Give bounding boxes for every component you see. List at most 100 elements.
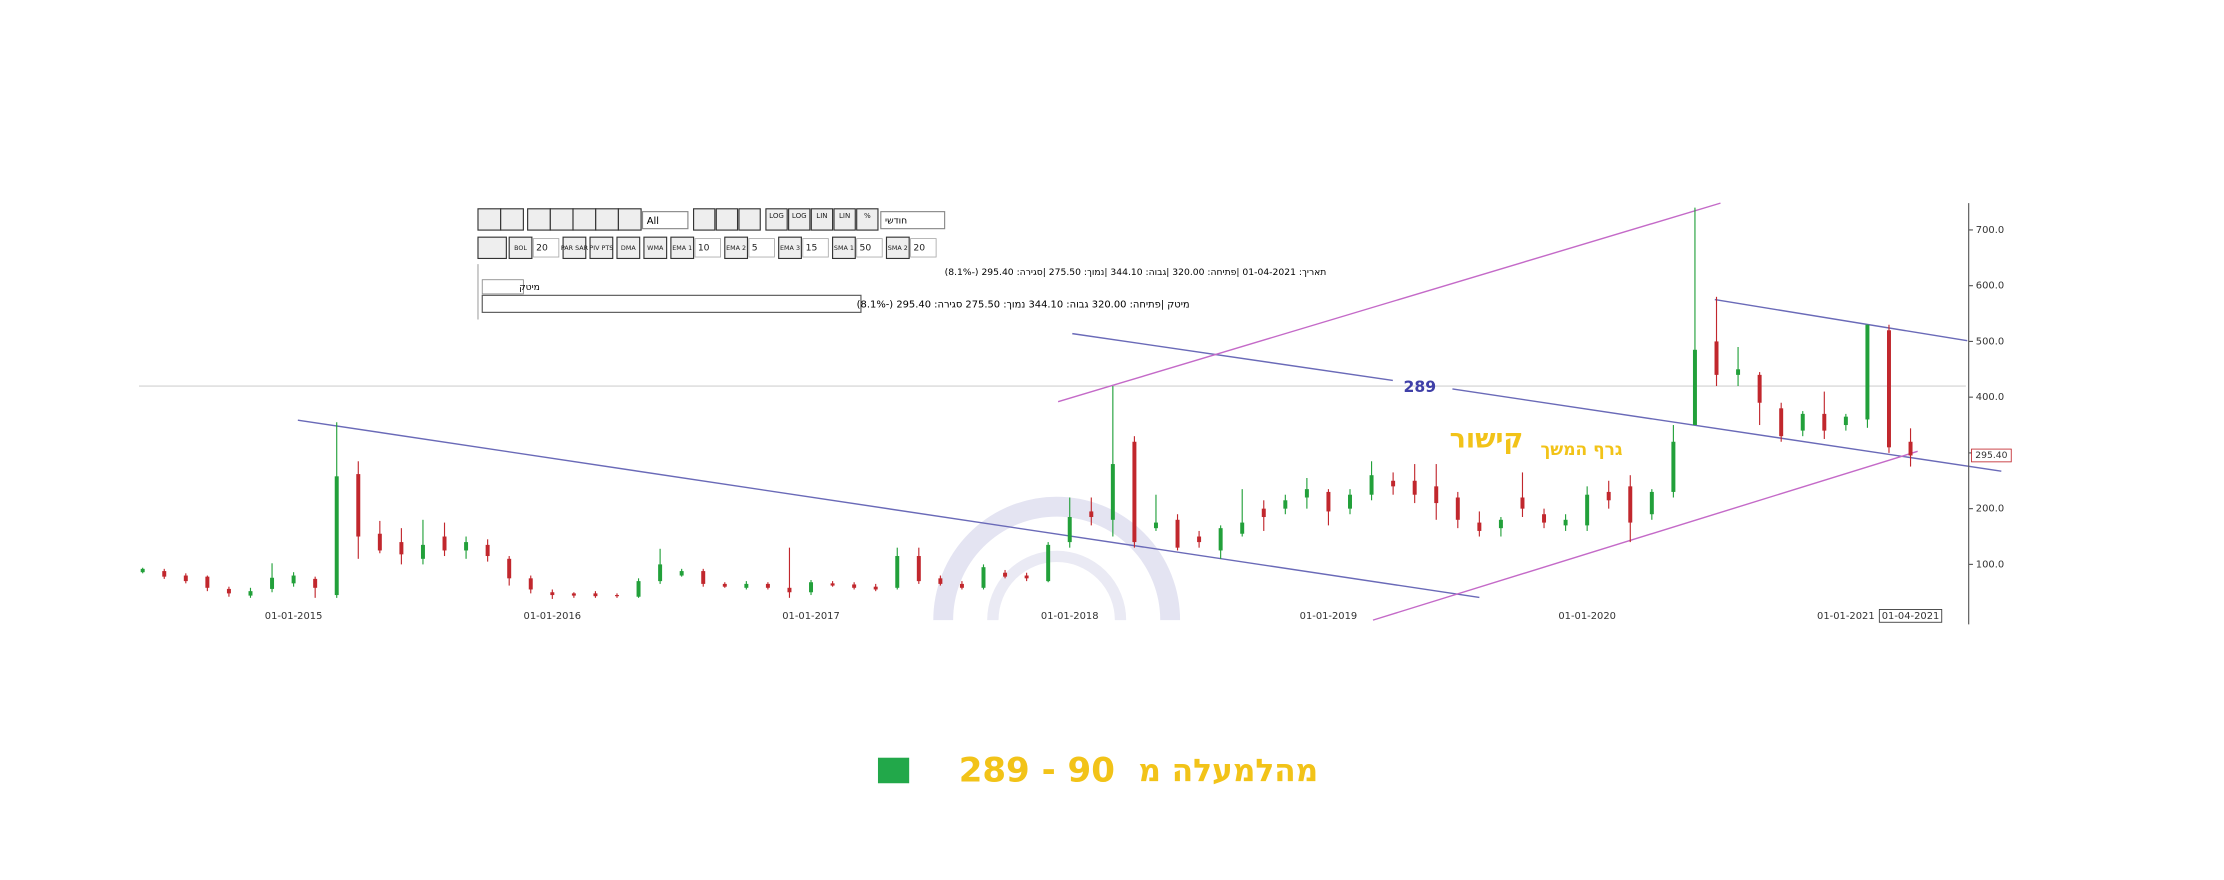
indicator-input[interactable] (694, 238, 721, 258)
candle-body (205, 576, 210, 588)
tool-button[interactable] (572, 208, 597, 231)
range-select[interactable] (641, 211, 689, 230)
y-tick-label: 400.0 (1976, 392, 2004, 403)
indicator-input[interactable] (532, 238, 560, 258)
candle-body (420, 544, 425, 559)
candle-body (1003, 572, 1008, 577)
candle-body (377, 533, 382, 551)
scale-button[interactable] (833, 208, 856, 231)
candle-body (1908, 441, 1913, 456)
indicator-name: PIV PTS (589, 244, 613, 252)
candle-body (183, 575, 188, 582)
indicator-button[interactable] (724, 236, 749, 260)
candle-body (916, 556, 921, 582)
x-tick-label: 01-01-2018 (1041, 611, 1099, 622)
indicator-button[interactable] (670, 236, 695, 260)
candle-body (1197, 536, 1202, 543)
candle-body (140, 568, 145, 573)
indicator-value: 5 (752, 242, 758, 253)
candle-body (852, 584, 857, 588)
indicator-button[interactable] (616, 236, 641, 260)
indicator-button[interactable] (778, 236, 802, 260)
trend-line (1372, 450, 1918, 621)
tool-button[interactable] (500, 208, 524, 231)
indicator-input[interactable] (802, 238, 829, 258)
candle-body (356, 474, 361, 537)
trend-line (1072, 332, 1393, 382)
candle-body (248, 591, 253, 596)
y-tick-label: 600.0 (1976, 281, 2004, 292)
tool-button[interactable] (549, 208, 574, 231)
candle-body (334, 476, 339, 596)
trend-lines (297, 202, 2002, 621)
scale-button[interactable] (856, 208, 879, 231)
candle-body (1671, 441, 1676, 492)
candle-body (679, 571, 684, 576)
tool-button[interactable] (477, 208, 502, 231)
interval-select[interactable] (880, 211, 946, 230)
candle-body (528, 578, 533, 590)
candle-body (1477, 522, 1482, 531)
indicator-name: PAR SAR (561, 244, 589, 252)
candle-body (873, 586, 878, 590)
tool-button[interactable] (527, 208, 551, 231)
date-tag-box (1878, 609, 1943, 623)
chart-type-button[interactable] (693, 208, 716, 231)
candle-body (1326, 491, 1331, 512)
legend-entry: מיטק (519, 282, 540, 293)
indicator-name: BOL (514, 244, 527, 252)
candle-body (1067, 517, 1072, 543)
indicator-name: SMA 1 (834, 244, 854, 252)
candle-body (1692, 349, 1697, 426)
indicator-button[interactable] (589, 236, 614, 260)
trend-line (1452, 388, 2002, 472)
candle-body (1391, 480, 1396, 487)
watermark (987, 550, 1127, 621)
candle-body (291, 575, 296, 584)
indicator-input[interactable] (856, 238, 883, 258)
indicator-button[interactable] (885, 236, 910, 260)
indicator-value: 10 (698, 242, 710, 253)
x-tick-label: 01-01-2017 (782, 611, 840, 622)
trend-line (1714, 298, 1968, 342)
price-tag: 295.40 (1975, 450, 2007, 461)
indicator-button[interactable] (508, 236, 533, 260)
y-tick-label: 500.0 (1976, 336, 2004, 347)
indicator-button[interactable] (643, 236, 668, 260)
candle-body (593, 593, 598, 597)
watermark (933, 496, 1181, 621)
candle-body (895, 556, 900, 588)
indicator-input[interactable] (748, 238, 775, 258)
candle-body (464, 542, 469, 551)
tool-button[interactable] (477, 236, 507, 260)
chart-type-button[interactable] (738, 208, 761, 231)
price-tag-box (1971, 448, 2012, 463)
candle-body (1649, 491, 1654, 515)
info-line: תאריך: 01-04-2021 |פתיחה: 320.00 |גבוה: … (945, 267, 1327, 278)
scale-button[interactable] (765, 208, 788, 231)
candle-body (1240, 522, 1245, 534)
continue-label: גרף המשך (1540, 440, 1622, 460)
candle-body (636, 581, 641, 597)
candle-body (1024, 575, 1029, 579)
indicator-value: 15 (806, 242, 818, 253)
candle-body (1843, 416, 1848, 426)
scale-button[interactable] (788, 208, 811, 231)
tool-button[interactable] (595, 208, 619, 231)
candle-body (1520, 497, 1525, 509)
scale-button[interactable] (810, 208, 834, 231)
date-tag: 01-04-2021 (1882, 611, 1940, 622)
indicator-input[interactable] (910, 238, 937, 258)
candle-body (1542, 514, 1547, 523)
chart-type-button[interactable] (715, 208, 739, 231)
candle-body (809, 582, 814, 593)
candle-body (1412, 480, 1417, 495)
tool-button[interactable] (617, 208, 642, 231)
indicator-button[interactable] (562, 236, 587, 260)
link-label: קישור (1450, 423, 1524, 454)
scale-button-label: LIN (816, 211, 827, 220)
x-tick-label: 01-01-2021 (1817, 611, 1875, 622)
indicator-button[interactable] (832, 236, 856, 260)
candle-body (981, 567, 986, 588)
candle-body (830, 583, 835, 586)
